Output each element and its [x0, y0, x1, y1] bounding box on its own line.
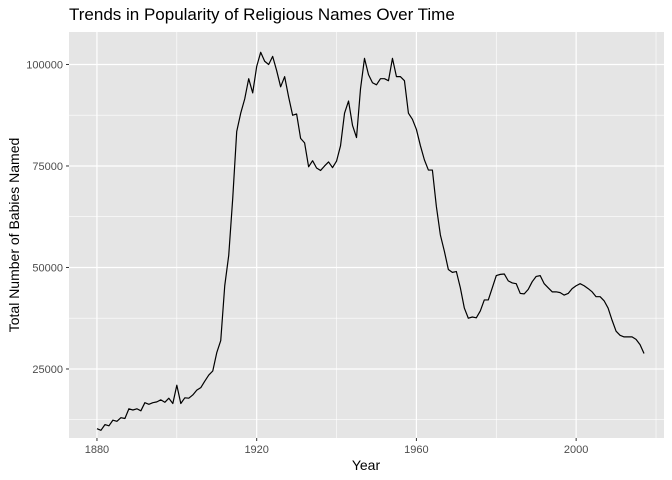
y-tick-label: 100000	[26, 59, 63, 71]
x-tick-label: 2000	[564, 444, 588, 456]
y-tick-label: 25000	[32, 364, 63, 376]
x-axis-label: Year	[352, 457, 381, 473]
minor-gridlines	[69, 32, 664, 438]
x-tick-label: 1960	[404, 444, 428, 456]
y-tick-label: 75000	[32, 161, 63, 173]
x-tick-label: 1880	[85, 444, 109, 456]
x-tick-label: 1920	[244, 444, 268, 456]
y-axis: 25000 50000 75000 100000	[26, 59, 69, 376]
chart-title: Trends in Popularity of Religious Names …	[69, 5, 455, 24]
series-line	[96, 51, 645, 431]
x-axis: 1880 1920 1960 2000	[85, 438, 588, 456]
plot-panel	[69, 32, 664, 438]
major-gridlines	[69, 32, 664, 438]
y-axis-label: Total Number of Babies Named	[6, 138, 22, 333]
y-tick-label: 50000	[32, 262, 63, 274]
